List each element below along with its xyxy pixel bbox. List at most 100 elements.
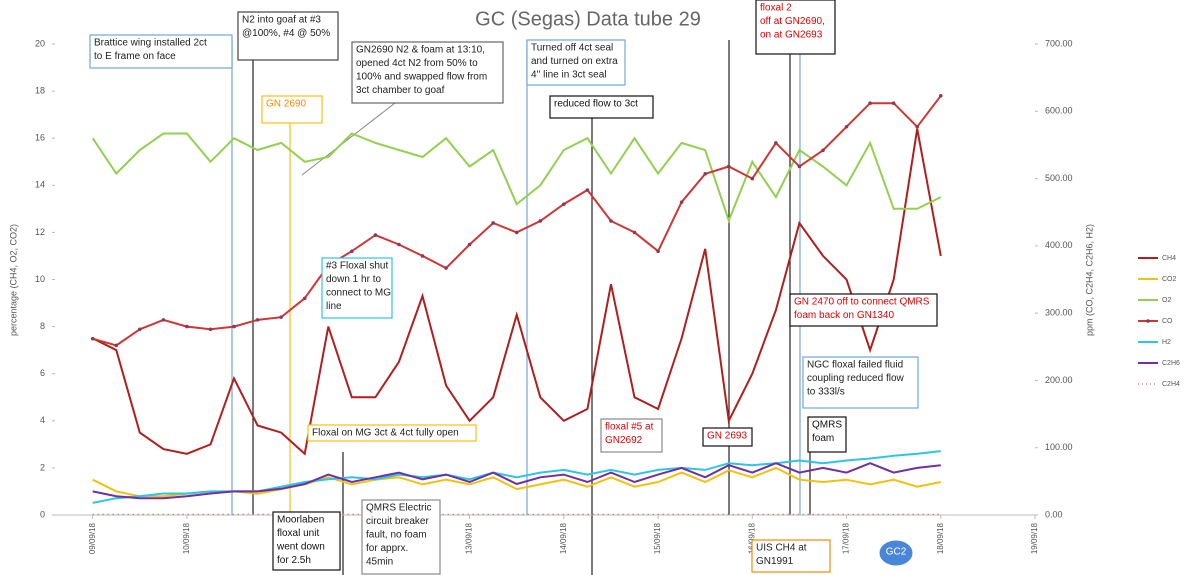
annotation-box [600, 418, 663, 453]
annotation-box [237, 11, 339, 61]
annotation-text: to 333l/s [807, 386, 845, 397]
annotation-text: off at GN2690, [760, 16, 825, 27]
series-line [91, 132, 942, 224]
series-marker [397, 242, 401, 247]
series-marker [703, 172, 707, 176]
annotation-text: coupling reduced flow [807, 373, 905, 384]
y2-tick-label: 500.00 [1045, 173, 1073, 183]
annotation-box [755, 0, 836, 55]
annotation-box [549, 95, 654, 119]
series-marker [255, 318, 260, 322]
annotation-text: QMRS [812, 419, 842, 430]
annotation-box [321, 257, 393, 319]
series-marker [467, 242, 472, 247]
legend-marker [1146, 319, 1150, 323]
annotation-text: on at GN2693 [760, 29, 823, 40]
series-marker [915, 124, 920, 129]
annotation-text: floxal #5 at [605, 421, 654, 432]
annotation-box [879, 540, 913, 566]
annotation: QMRS Electric circuit breaker fault, no fo… [361, 499, 441, 575]
series-marker [350, 249, 354, 254]
series-marker [750, 176, 755, 181]
annotation-text: GN 2470 off to connect QMRS [794, 296, 930, 307]
x-tick-label: 19/09/18 [1030, 522, 1039, 554]
annotation-text: connect to MG [326, 287, 391, 298]
x-tick-label: 16/09/18 [747, 522, 756, 554]
y2-tick-label: 0.00 [1045, 509, 1063, 519]
series-marker [656, 249, 660, 254]
annotation: reduced flow to 3ct [549, 95, 654, 119]
y-tick-label: 0 [40, 509, 45, 519]
series-marker [90, 336, 95, 341]
annotation-text: Moorlaben [277, 514, 324, 525]
annotation: UIS CH4 at GN1991 [751, 539, 831, 573]
series-marker [373, 233, 378, 237]
series-marker [302, 296, 307, 301]
annotation: GN 2470 off to connect QMRS foam back on … [789, 293, 938, 327]
annotation-text: #3 Floxal shut [326, 260, 388, 271]
series-marker [938, 94, 943, 98]
annotation: GC2 [879, 540, 913, 566]
annotation-text: down 1 hr to [326, 274, 381, 285]
series-marker [562, 202, 566, 206]
annotation-box [351, 41, 504, 104]
annotation-text: reduced flow to 3ct [554, 98, 638, 109]
y-tick-label: 6 [40, 368, 45, 378]
annotation-text: went down [276, 541, 325, 552]
series-marker [585, 188, 590, 192]
y-tick-label: 8 [40, 321, 45, 331]
annotation-text: to E frame on face [94, 51, 176, 62]
annotation-box [89, 34, 233, 69]
annotation-box [361, 499, 441, 575]
annotation-text: circuit breaker [366, 516, 429, 527]
annotation-text: QMRS Electric [366, 502, 432, 513]
series-marker [444, 266, 448, 270]
annotation-text: NGC floxal failed fluid [807, 359, 903, 370]
annotation-text: GN 2690 [266, 98, 306, 109]
series-marker [538, 219, 543, 223]
legend-label: CO [1162, 318, 1173, 325]
legend-label: CH4 [1162, 255, 1176, 262]
series-marker [821, 148, 825, 153]
annotation-box [751, 539, 831, 573]
annotation-text: 100% and swapped flow from [356, 71, 487, 82]
y-tick-label: 12 [35, 227, 45, 237]
series-marker [208, 327, 213, 332]
annotation-text: GC2 [886, 546, 907, 557]
y2-tick-label: 400.00 [1045, 240, 1073, 250]
y2-tick-label: 600.00 [1045, 106, 1073, 116]
series-marker [138, 327, 142, 332]
series-marker [232, 324, 236, 329]
annotation-text: Turned off 4ct seal [531, 42, 613, 53]
annotation: N2 into goaf at #3 @100%, #4 @ 50% [237, 11, 339, 61]
annotation: Moorlaben floxal unit went down for 2.5h [272, 511, 341, 571]
annotation-text: for 2.5h [277, 555, 311, 566]
annotation-text: floxal unit [277, 528, 319, 539]
series-marker [868, 101, 872, 106]
x-tick-label: 09/09/18 [88, 522, 97, 554]
annotation-box [307, 424, 477, 442]
legend-label: CO2 [1162, 276, 1177, 283]
series-marker [420, 254, 425, 258]
series-marker [891, 101, 896, 106]
annotation-box [807, 416, 847, 453]
annotation-text: UIS CH4 at [756, 542, 807, 553]
x-tick-label: 17/09/18 [842, 522, 851, 554]
annotation-box [526, 39, 626, 86]
annotation-text: opened 4ct N2 from 50% to [356, 58, 478, 69]
x-tick-label: 18/09/18 [936, 522, 945, 554]
y-tick-label: 18 [35, 85, 45, 95]
annotation: floxal #5 at GN2692 [600, 418, 663, 453]
series-marker [774, 141, 778, 145]
annotation: GN 2693 [702, 427, 753, 447]
legend-label: C2H6 [1162, 360, 1180, 367]
series-line [92, 462, 941, 500]
y-tick-label: 16 [35, 133, 45, 143]
annotation: #3 Floxal shut down 1 hr to connect to MG l… [321, 257, 393, 319]
annotation-text: foam [812, 433, 834, 444]
series-marker [161, 318, 166, 322]
annotation-text: N2 into goaf at #3 [242, 14, 321, 25]
x-tick-label: 15/09/18 [653, 522, 662, 554]
annotation-text: floxal 2 [760, 2, 792, 13]
annotation: Turned off 4ct seal and turned on extra 4'… [526, 39, 626, 86]
